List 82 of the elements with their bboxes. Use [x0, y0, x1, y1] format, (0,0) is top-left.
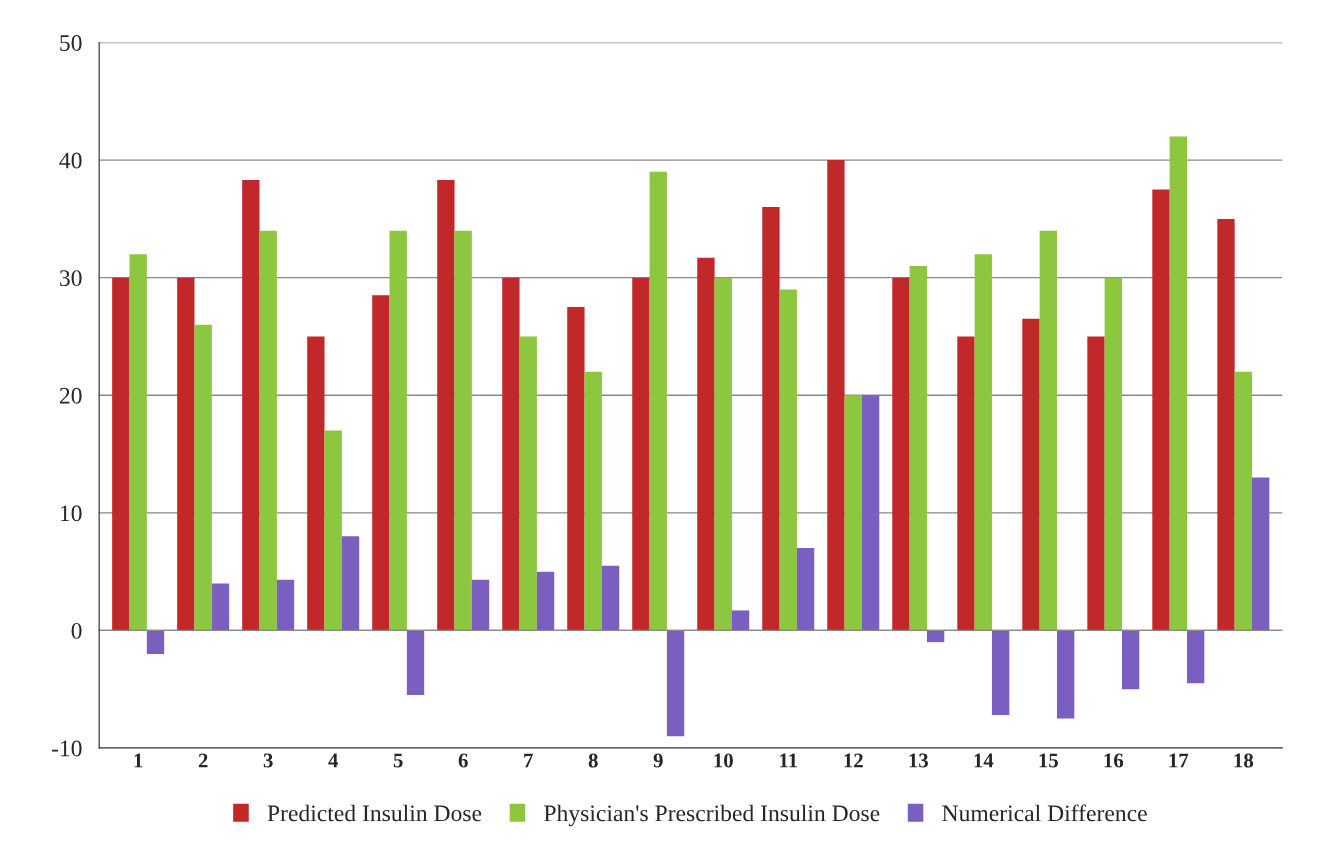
bar [536, 571, 555, 631]
x-tick-label: 8 [588, 753, 598, 768]
x-tick-label: 1 [134, 753, 143, 768]
bar [1234, 371, 1252, 631]
bar [1186, 630, 1205, 684]
x-tick-label: 16 [1104, 753, 1124, 768]
x-tick-label: 2 [198, 753, 208, 768]
y-tick-label: -10 [51, 740, 82, 757]
bar [242, 180, 260, 631]
bar [1056, 630, 1075, 719]
bar [861, 395, 880, 631]
x-tick-label: 17 [1169, 753, 1189, 768]
bar [892, 277, 910, 631]
y-tick-label: 40 [59, 152, 82, 169]
y-tick-label: 20 [59, 387, 82, 404]
bar [632, 277, 650, 631]
bar [112, 277, 130, 631]
bar [307, 336, 325, 631]
bar [697, 257, 715, 631]
x-tick-label: 3 [263, 753, 273, 768]
bar [957, 336, 975, 631]
bar [796, 548, 815, 631]
x-tick-label: 13 [909, 753, 928, 768]
bar [519, 336, 537, 631]
bar [259, 230, 277, 631]
bar [1039, 230, 1057, 631]
x-tick-label: 11 [780, 753, 798, 768]
bar [991, 630, 1010, 716]
bar [926, 630, 945, 643]
bar [1104, 277, 1122, 631]
y-tick-label: 50 [60, 34, 82, 51]
bar [827, 160, 845, 631]
bar [454, 230, 472, 631]
x-tick-label: 7 [524, 753, 533, 768]
x-tick-label: 14 [974, 753, 994, 768]
y-tick-label: 10 [60, 505, 82, 522]
bar [437, 180, 455, 631]
bar [567, 307, 585, 631]
bar [1252, 477, 1270, 631]
bar [1217, 218, 1235, 631]
legend-label: Numerical Difference [942, 804, 1147, 822]
bar [1121, 630, 1140, 690]
bar [601, 565, 620, 631]
bar [341, 536, 360, 631]
x-tick-label: 6 [458, 753, 468, 768]
x-tick-label: 5 [393, 753, 403, 768]
bar [502, 277, 520, 631]
x-tick-label: 4 [328, 753, 339, 768]
bar [211, 583, 230, 631]
bar [974, 254, 992, 631]
bar [779, 289, 797, 631]
bar [324, 430, 342, 631]
bar [406, 630, 425, 696]
bar [909, 265, 927, 631]
bar [1087, 336, 1105, 631]
bar [714, 277, 732, 631]
bar [762, 207, 780, 631]
bar [1022, 318, 1040, 631]
bar [389, 230, 407, 631]
bar [649, 171, 667, 631]
x-tick-label: 9 [653, 753, 663, 768]
bar [844, 395, 862, 631]
bar [731, 610, 750, 631]
y-tick-label: 30 [60, 270, 82, 287]
bar [194, 324, 212, 631]
bar [146, 630, 165, 654]
x-tick-label: 18 [1234, 753, 1254, 768]
bar [584, 371, 602, 631]
bar [1169, 136, 1187, 631]
legend-label: Predicted Insulin Dose [267, 804, 482, 822]
bar [372, 295, 390, 631]
y-tick-label: 0 [71, 622, 82, 639]
bar [129, 254, 147, 631]
bar [666, 630, 685, 737]
x-tick-label: 10 [714, 753, 733, 768]
legend-label: Physician's Prescribed Insulin Dose [544, 804, 880, 827]
x-tick-label: 12 [844, 753, 863, 768]
x-tick-label: 15 [1039, 753, 1058, 768]
bar [177, 277, 195, 631]
bar [471, 579, 490, 631]
bar [1152, 189, 1170, 631]
bar [276, 579, 295, 631]
